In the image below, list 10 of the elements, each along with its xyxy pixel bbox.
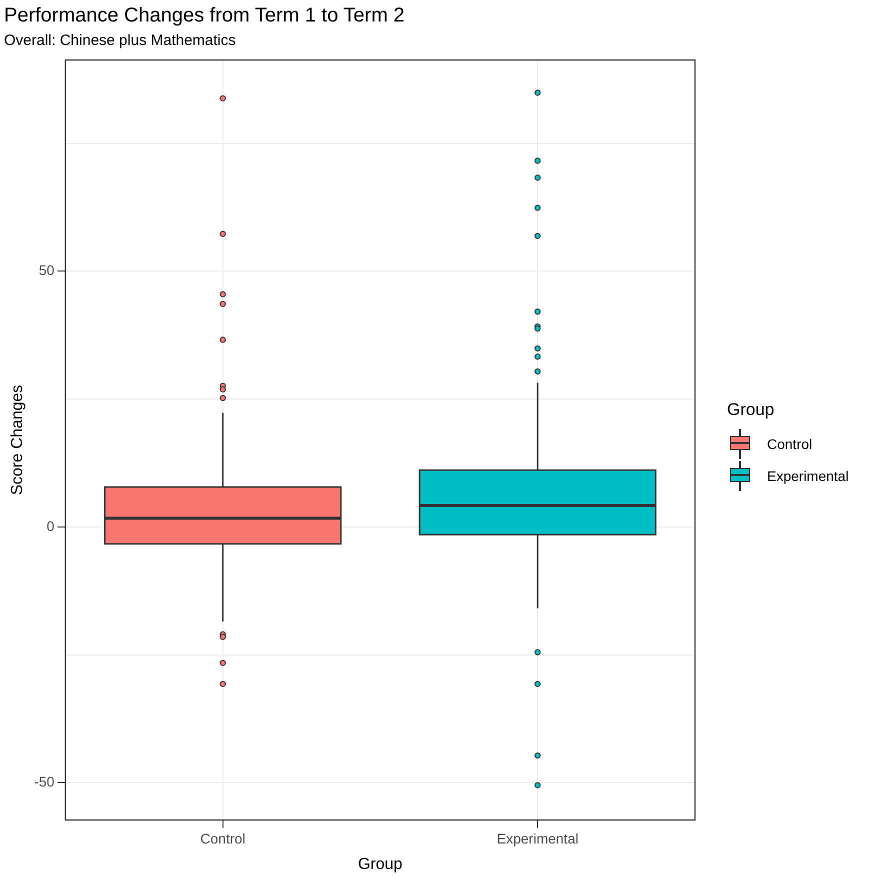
y-tick-label: -50 xyxy=(34,774,55,790)
legend-label: Control xyxy=(767,436,812,452)
x-axis-title: Group xyxy=(358,856,403,873)
chart-subtitle: Overall: Chinese plus Mathematics xyxy=(4,32,236,50)
legend-label: Experimental xyxy=(767,468,849,484)
y-tick-label: 0 xyxy=(46,518,55,534)
legend-title: Group xyxy=(727,400,776,420)
chart-title: Performance Changes from Term 1 to Term 2 xyxy=(4,4,405,27)
y-tick-label: 50 xyxy=(38,262,55,278)
y-axis-title: Score Changes xyxy=(9,384,26,496)
